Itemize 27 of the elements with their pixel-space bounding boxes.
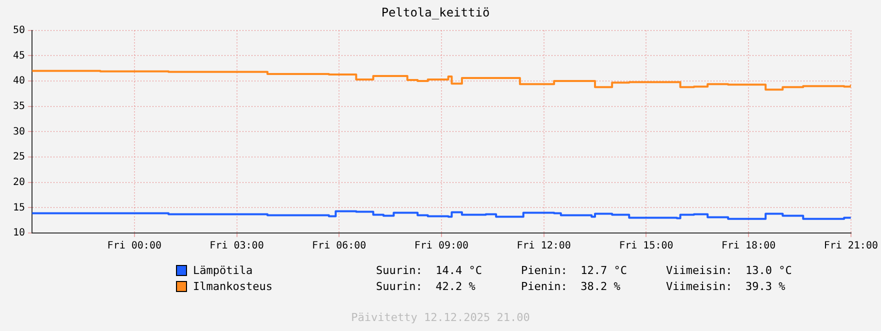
x-tick-label: Fri 15:00 xyxy=(619,240,674,252)
text: Suurin: 42.2 % xyxy=(376,280,476,293)
x-tick-label: Fri 18:00 xyxy=(721,240,776,252)
y-tick-label: 35 xyxy=(12,100,26,112)
x-tick-label: Fri 00:00 xyxy=(107,240,162,252)
text: Viimeisin: 13.0 °C xyxy=(666,264,793,277)
x-tick-label: Fri 09:00 xyxy=(414,240,469,252)
y-tick-label: 30 xyxy=(12,126,26,138)
legend-label: Ilmankosteus xyxy=(193,280,272,293)
y-tick-label: 25 xyxy=(12,152,26,163)
y-tick-label: 20 xyxy=(12,176,26,188)
text: Pienin: 38.2 % xyxy=(521,280,622,293)
text: Päivitetty 12.12.2025 21.00 xyxy=(350,311,531,324)
y-tick-label: 45 xyxy=(12,50,26,62)
y-tick-label: 40 xyxy=(12,76,26,87)
y-tick-label: 10 xyxy=(12,228,26,239)
x-tick-label: Fri 12:00 xyxy=(516,240,571,252)
x-tick-label: Fri 03:00 xyxy=(210,240,264,252)
x-tick-label: Fri 21:00 xyxy=(824,240,878,252)
text: Pienin: 12.7 °C xyxy=(521,264,628,277)
legend-label: Lämpötila xyxy=(193,264,253,277)
y-tick-label: 15 xyxy=(12,202,26,214)
x-tick-label: Fri 06:00 xyxy=(312,240,366,252)
chart-title: Peltola_keittiö xyxy=(381,5,490,20)
text: Suurin: 14.4 °C xyxy=(376,264,483,277)
text: Viimeisin: 39.3 % xyxy=(666,280,786,293)
y-tick-label: 50 xyxy=(12,24,26,36)
